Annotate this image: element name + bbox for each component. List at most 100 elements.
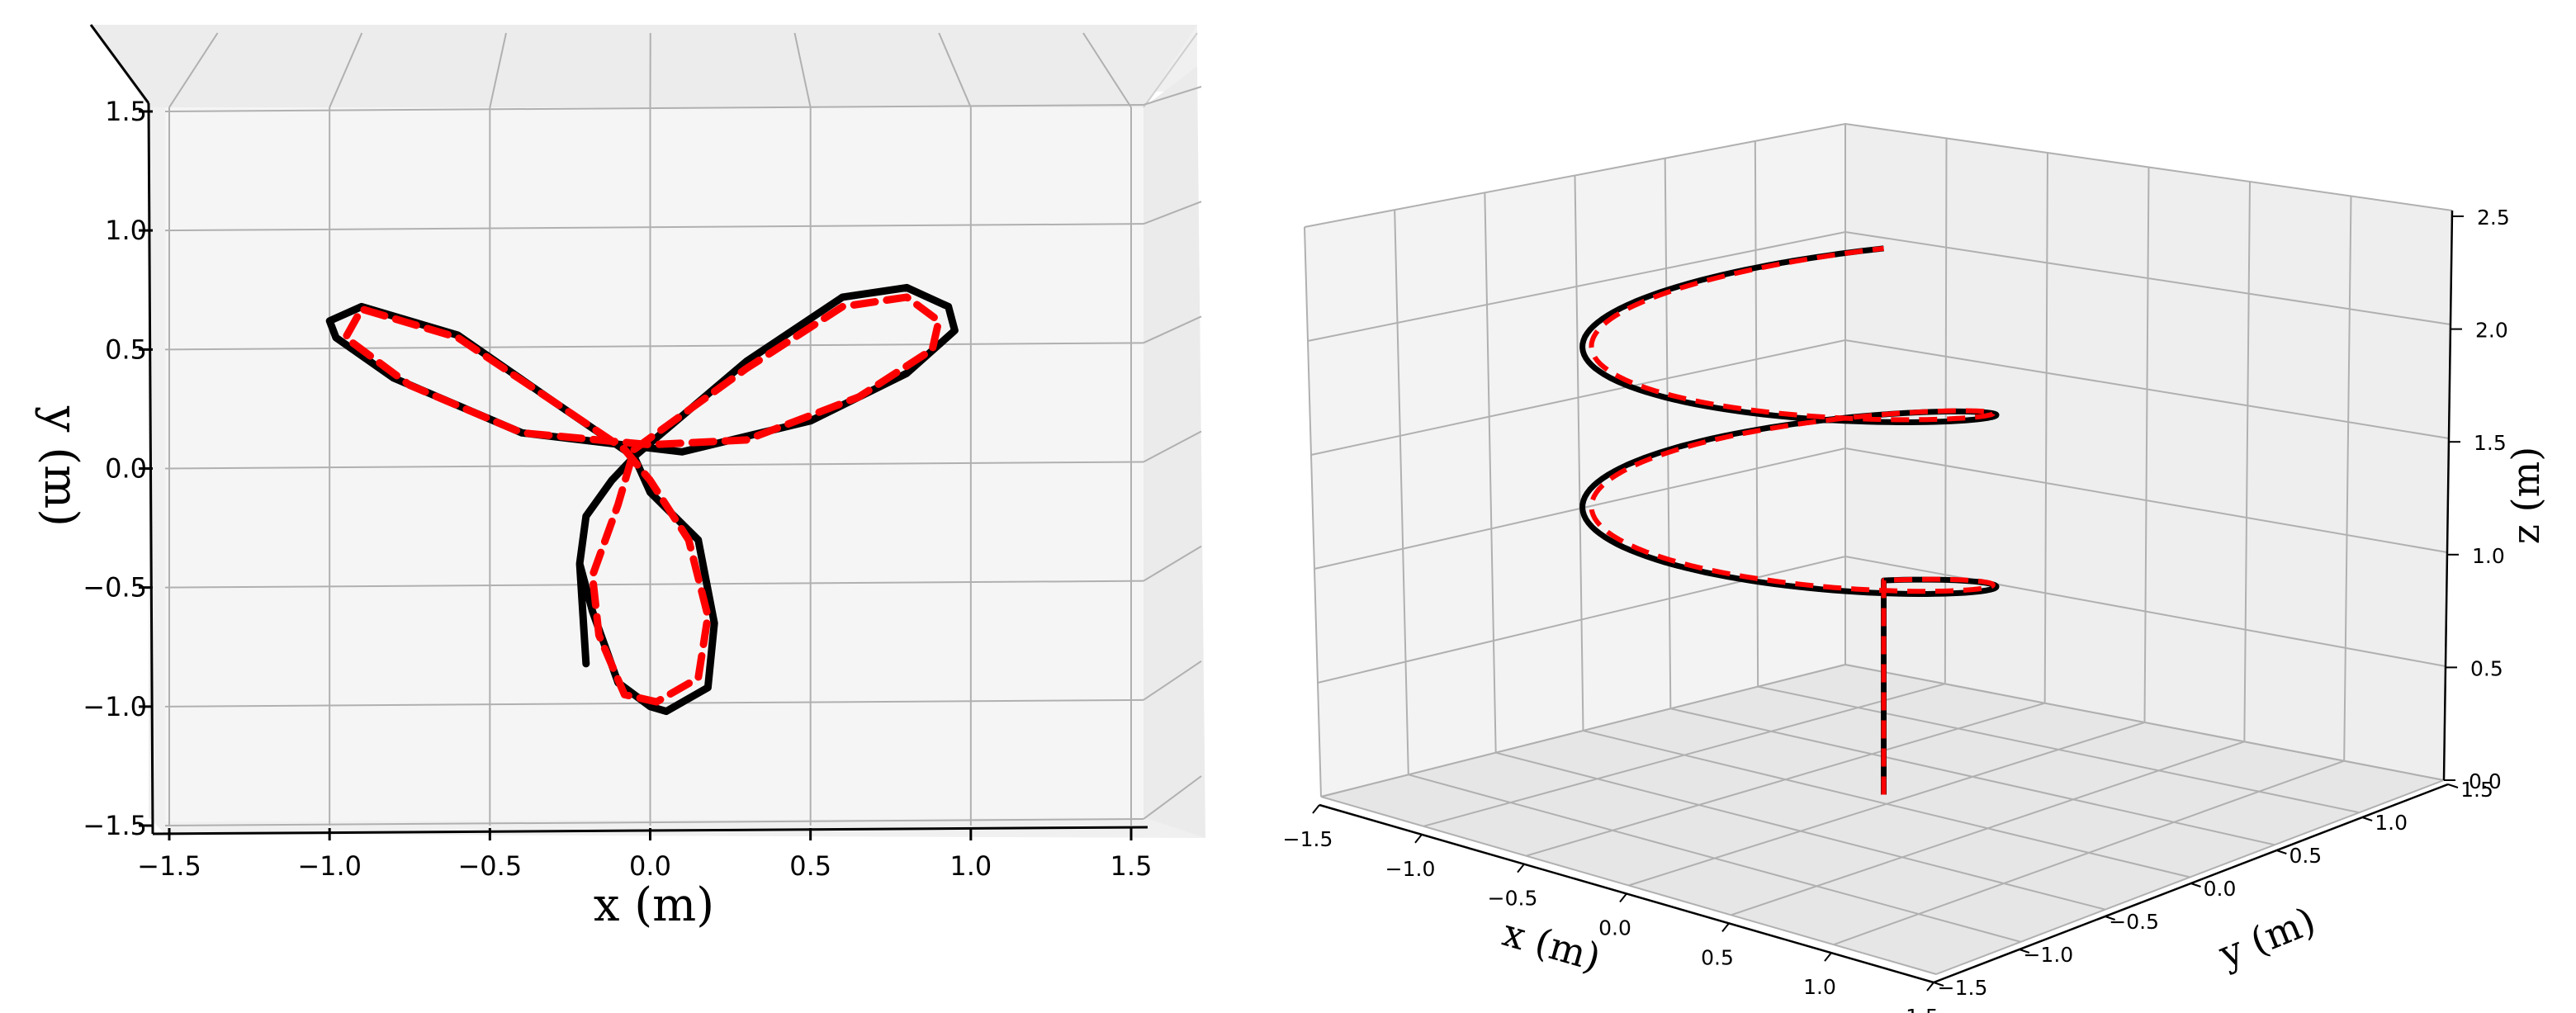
left-side-gridline <box>1143 315 1202 344</box>
right-pane-gridline <box>1307 230 2451 342</box>
reference-trajectory-3d-line <box>1589 245 1996 795</box>
left-side-gridline <box>1143 430 1202 463</box>
left-top-gridline <box>793 32 812 108</box>
left-side-gridline <box>1143 660 1202 701</box>
right-x-tickmark <box>1312 804 1320 814</box>
right-z-tick-label: 0.0 <box>2469 769 2502 793</box>
left-y-tick-label: 1.0 <box>105 215 147 246</box>
left-series <box>325 283 959 716</box>
left-y-tick-label: 0.0 <box>105 453 147 485</box>
left-chart: −1.5 −1.0 −0.5 0.0 0.5 1.0 1.5 −1.5 −1.0 −0.5 0.0… <box>34 24 1205 932</box>
right-y-ticks: −1.5 −1.0 −0.5 0.0 0.5 1.0 1.5 <box>1933 778 2493 1000</box>
right-pane-gridline <box>1574 175 1584 731</box>
left-x-tick-label: 0.5 <box>789 850 831 882</box>
left-top-gridline <box>938 32 972 108</box>
right-x-tickmark <box>1517 864 1525 873</box>
right-y-tickmark <box>2190 883 2201 888</box>
right-x-ticks: −1.5 −1.0 −0.5 0.0 0.5 1.0 1.5 <box>1283 804 1939 1013</box>
right-x-tick-label: −1.0 <box>1385 857 1436 881</box>
left-x-tick-label: −1.5 <box>137 850 201 882</box>
right-z-tick-label: 0.5 <box>2470 656 2503 680</box>
right-y-tickmark <box>2105 916 2115 921</box>
right-z-tick-label: 2.0 <box>2475 319 2508 343</box>
left-top-pane <box>91 25 1197 107</box>
right-x-tickmark <box>1414 834 1423 844</box>
right-pane-gridline <box>2343 196 2352 761</box>
right-x-label: x (m) <box>1498 910 1605 980</box>
right-pane-gridline <box>1484 192 1497 753</box>
left-top-gridline <box>489 32 507 108</box>
right-x-tickmark <box>1926 982 1934 992</box>
right-grid <box>1304 122 2453 975</box>
right-x-tickmark <box>1824 952 1832 962</box>
right-back-pane-right <box>1845 124 2452 780</box>
right-pane-gridline <box>1310 338 2450 456</box>
right-y-tick-label: 1.5 <box>2460 778 2493 802</box>
left-x-label: x (m) <box>594 878 714 932</box>
left-x-tick-label: 0.0 <box>629 850 671 882</box>
right-pane-gridline <box>2243 181 2251 742</box>
right-y-tick-label: 1.0 <box>2375 811 2408 835</box>
right-pane-gridline <box>1314 447 2448 570</box>
right-z-label: z (m) <box>2503 447 2548 544</box>
left-side-gridline <box>1143 201 1202 225</box>
right-y-label: y (m) <box>2212 898 2322 977</box>
right-y-tick-label: −1.5 <box>1938 976 1988 1000</box>
left-y-gridline <box>164 223 1144 232</box>
left-edge-top <box>89 24 150 104</box>
right-back-pane-left <box>1305 124 1845 797</box>
left-side-gridline <box>1143 86 1202 106</box>
right-floor-gridline <box>1757 685 2360 814</box>
right-z-tick-label: 1.5 <box>2474 431 2507 455</box>
right-y-tickmark <box>1933 982 1944 987</box>
right-z-ticks: 0.0 0.5 1.0 1.5 2.0 2.5 <box>2444 206 2510 793</box>
actual-trajectory-line <box>325 283 959 716</box>
left-x-tick-label: 1.5 <box>1110 850 1153 882</box>
left-y-tick-label: −0.5 <box>83 572 147 604</box>
left-top-gridline <box>329 32 363 108</box>
right-x-tick-label: 0.0 <box>1598 916 1631 940</box>
right-y-tickmark <box>2276 850 2287 854</box>
reference-trajectory-line <box>342 293 943 706</box>
left-edge-side <box>1143 32 1198 108</box>
left-y-gridline <box>164 342 1144 351</box>
right-x-tick-label: 1.5 <box>1906 1005 1939 1013</box>
right-y-tickmark <box>2019 949 2030 954</box>
right-y-tickmark <box>2447 783 2459 788</box>
right-pane-gridline <box>2043 152 2048 703</box>
right-floor-pane <box>1321 665 2444 974</box>
left-y-ticks: −1.5 −1.0 −0.5 0.0 0.5 1.0 1.5 <box>83 96 153 841</box>
left-y-tick-label: −1.0 <box>83 691 147 722</box>
left-y-tick-label: −1.5 <box>83 810 147 841</box>
right-x-tick-label: 1.0 <box>1803 975 1836 999</box>
left-x-tick-label: −1.0 <box>297 850 362 882</box>
right-x-tick-label: 0.5 <box>1701 945 1734 969</box>
left-y-label: y (m) <box>34 405 88 527</box>
left-y-gridline <box>164 104 1144 112</box>
left-y-tick-label: 0.5 <box>105 334 147 365</box>
right-x-tickmark <box>1721 922 1730 932</box>
right-floor-gridline <box>1935 779 2445 975</box>
right-pane-gridline <box>1317 555 2446 684</box>
left-y-gridline <box>164 818 1144 826</box>
right-pane-gridline <box>1304 122 2453 228</box>
right-y-tick-label: −1.0 <box>2023 943 2073 967</box>
right-floor-gridline <box>1844 664 2445 781</box>
right-y-tick-label: 0.0 <box>2204 877 2237 901</box>
left-y-gridline <box>164 461 1144 470</box>
left-top-gridline <box>1082 32 1132 108</box>
left-x-tick-label: 1.0 <box>949 850 992 882</box>
right-z-tick-label: 2.5 <box>2477 206 2510 230</box>
right-chart: −1.5 −1.0 −0.5 0.0 0.5 1.0 1.5 −1.5 −1.0 −0.5 0.0… <box>1283 122 2548 1013</box>
right-x-tick-label: −0.5 <box>1488 887 1538 911</box>
actual-trajectory-3d-line <box>1579 245 2000 795</box>
right-z-tick-label: 1.0 <box>2472 544 2505 568</box>
left-y-gridline <box>164 580 1144 589</box>
right-pane-gridline <box>1304 226 1322 798</box>
left-x-tick-label: −0.5 <box>457 850 522 882</box>
left-side-gridline <box>1143 775 1202 820</box>
right-series <box>1579 245 2000 795</box>
left-side-pane <box>1144 66 1205 838</box>
right-pane-gridline <box>1394 210 1409 775</box>
